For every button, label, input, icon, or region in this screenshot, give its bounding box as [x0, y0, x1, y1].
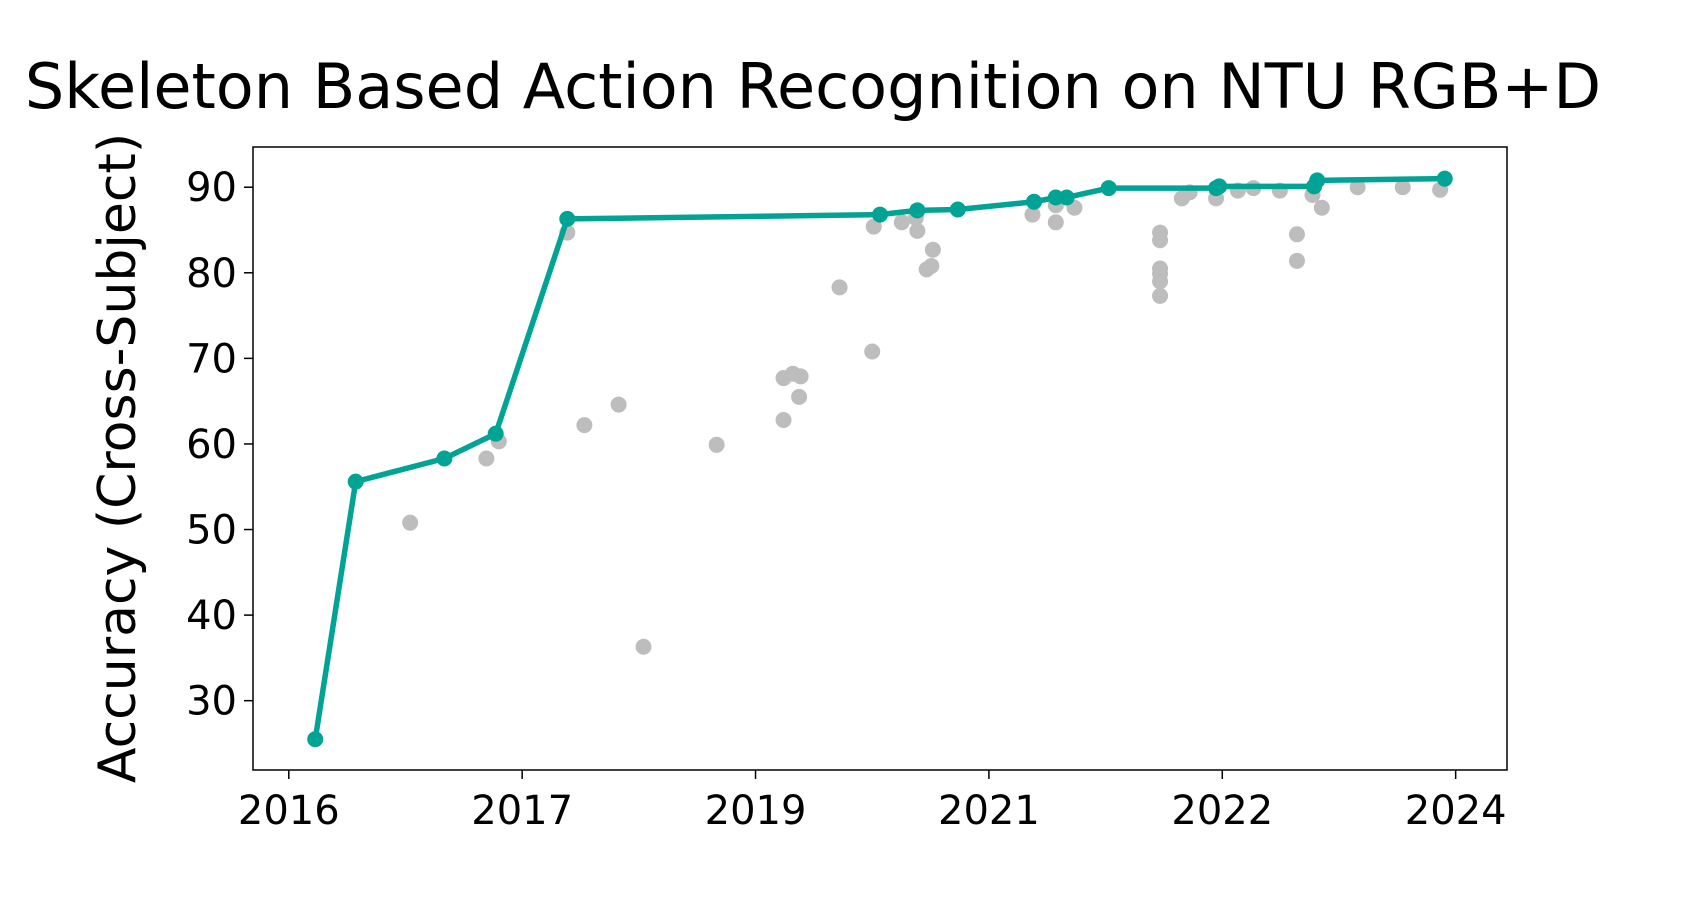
point	[1394, 179, 1411, 196]
y-tick-label: 40	[186, 593, 237, 639]
point	[1047, 214, 1064, 231]
point	[924, 241, 941, 258]
y-tick-label: 60	[186, 422, 237, 468]
point	[708, 436, 725, 453]
point	[918, 261, 935, 278]
point	[1349, 179, 1366, 196]
point	[610, 396, 627, 413]
point	[864, 343, 881, 360]
y-tick-label: 70	[186, 336, 237, 382]
point	[1211, 178, 1228, 195]
point	[1152, 287, 1169, 304]
point	[1152, 232, 1169, 249]
point	[402, 514, 419, 531]
point	[478, 450, 495, 467]
y-axis-label: Accuracy (Cross-Subject)	[88, 133, 148, 783]
point	[1288, 226, 1305, 243]
point	[487, 425, 504, 442]
point	[775, 411, 792, 428]
point	[436, 450, 453, 467]
point	[1024, 206, 1041, 223]
point	[791, 388, 808, 405]
y-tick-label: 30	[186, 679, 237, 725]
point	[865, 218, 882, 235]
point	[307, 731, 324, 748]
point	[1058, 189, 1075, 206]
point	[1309, 172, 1326, 189]
x-tick-label: 2024	[1405, 788, 1507, 834]
point	[1288, 252, 1305, 269]
point	[1152, 273, 1169, 290]
point	[1313, 199, 1330, 216]
point	[893, 214, 910, 231]
x-tick-label: 2019	[705, 788, 807, 834]
point	[559, 210, 576, 227]
x-tick-label: 2021	[938, 788, 1040, 834]
y-tick-label: 50	[186, 508, 237, 554]
x-tick-label: 2022	[1171, 788, 1273, 834]
x-tick-label: 2016	[238, 788, 340, 834]
y-tick-label: 80	[186, 251, 237, 297]
point	[635, 638, 652, 655]
chart-title: Skeleton Based Action Recognition on NTU…	[25, 50, 1601, 123]
point	[1436, 170, 1453, 187]
point	[831, 279, 848, 296]
y-tick-label: 90	[186, 165, 237, 211]
point	[792, 368, 809, 385]
point	[1026, 193, 1043, 210]
point	[576, 417, 593, 434]
point	[909, 222, 926, 239]
point	[347, 473, 364, 490]
point	[949, 201, 966, 218]
point	[872, 206, 888, 223]
point	[1100, 180, 1117, 197]
point	[909, 202, 926, 219]
x-tick-label: 2017	[471, 788, 573, 834]
plot-frame	[252, 146, 1508, 771]
